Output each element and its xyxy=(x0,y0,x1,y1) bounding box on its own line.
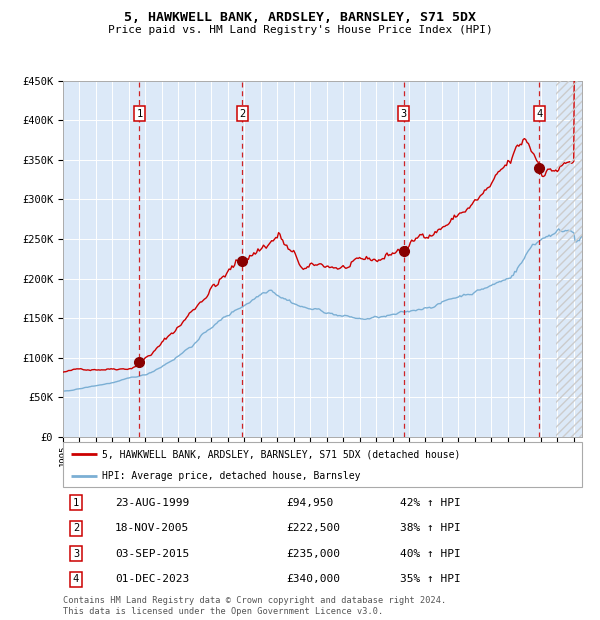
Text: 5, HAWKWELL BANK, ARDSLEY, BARNSLEY, S71 5DX: 5, HAWKWELL BANK, ARDSLEY, BARNSLEY, S71… xyxy=(124,11,476,24)
Text: 35% ↑ HPI: 35% ↑ HPI xyxy=(400,574,461,584)
Text: 5, HAWKWELL BANK, ARDSLEY, BARNSLEY, S71 5DX (detached house): 5, HAWKWELL BANK, ARDSLEY, BARNSLEY, S71… xyxy=(102,449,460,459)
Text: 4: 4 xyxy=(73,574,79,584)
Text: £340,000: £340,000 xyxy=(286,574,340,584)
Text: 1: 1 xyxy=(73,498,79,508)
Text: 1: 1 xyxy=(136,109,143,119)
Text: Price paid vs. HM Land Registry's House Price Index (HPI): Price paid vs. HM Land Registry's House … xyxy=(107,25,493,35)
Text: 3: 3 xyxy=(73,549,79,559)
Text: 23-AUG-1999: 23-AUG-1999 xyxy=(115,498,189,508)
FancyBboxPatch shape xyxy=(63,442,582,487)
Text: 40% ↑ HPI: 40% ↑ HPI xyxy=(400,549,461,559)
Text: 38% ↑ HPI: 38% ↑ HPI xyxy=(400,523,461,533)
Text: 2: 2 xyxy=(239,109,245,119)
Text: £235,000: £235,000 xyxy=(286,549,340,559)
Text: Contains HM Land Registry data © Crown copyright and database right 2024.
This d: Contains HM Land Registry data © Crown c… xyxy=(63,596,446,616)
Text: 4: 4 xyxy=(536,109,542,119)
Text: 18-NOV-2005: 18-NOV-2005 xyxy=(115,523,189,533)
Text: 42% ↑ HPI: 42% ↑ HPI xyxy=(400,498,461,508)
Text: 3: 3 xyxy=(400,109,407,119)
Text: £94,950: £94,950 xyxy=(286,498,334,508)
Text: HPI: Average price, detached house, Barnsley: HPI: Average price, detached house, Barn… xyxy=(102,471,361,480)
Text: 03-SEP-2015: 03-SEP-2015 xyxy=(115,549,189,559)
Text: 01-DEC-2023: 01-DEC-2023 xyxy=(115,574,189,584)
Text: £222,500: £222,500 xyxy=(286,523,340,533)
Bar xyxy=(556,81,582,437)
Text: 2: 2 xyxy=(73,523,79,533)
